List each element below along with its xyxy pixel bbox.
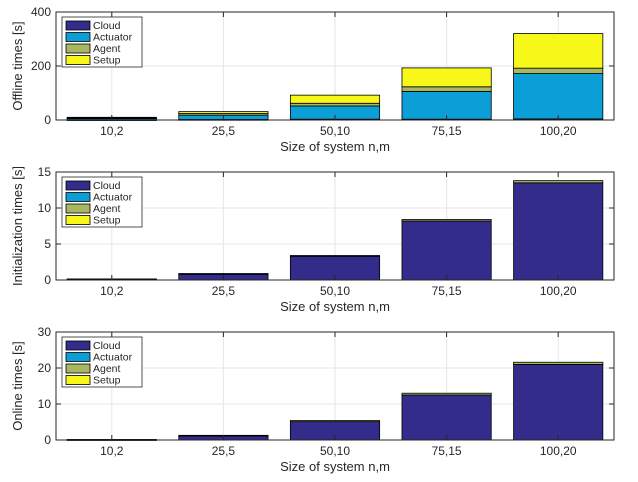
legend-cloud-swatch <box>65 180 91 191</box>
bar-agent <box>289 420 381 423</box>
subplot-initialization: 0 5 10 15 10,2 25,5 50,10 75,15 100,20 Size of sy… <box>10 165 615 314</box>
bar-actuator <box>401 90 492 120</box>
subplot-offline: 0 200 400 10,2 25,5 50,10 75,15 100,20 Size of s… <box>10 5 615 154</box>
subplot-online: 0 10 20 30 10,2 25,5 50,10 75,15 100,20 Size of s… <box>10 325 615 474</box>
legend-cloud-swatch <box>65 340 91 351</box>
legend-actuator-swatch <box>65 352 91 362</box>
x-tick-label: 10,2 <box>100 444 124 458</box>
bar-agent <box>513 67 604 74</box>
legend-cloud-swatch <box>65 20 91 31</box>
legend-agent-swatch <box>65 43 91 54</box>
x-tick-label: 75,15 <box>432 444 462 458</box>
bar-agent <box>401 392 492 396</box>
legend-agent-swatch <box>65 203 91 214</box>
y-tick-label: 15 <box>38 165 52 179</box>
legend-cloud-label: Cloud <box>93 180 121 192</box>
legend-cloud-label: Cloud <box>93 20 121 32</box>
x-tick-label: 100,20 <box>540 284 577 298</box>
bar-agent <box>289 255 381 257</box>
y-tick-label: 30 <box>38 325 52 339</box>
x-tick-label: 50,10 <box>320 444 350 458</box>
bar-agent <box>513 361 604 365</box>
x-tick-label: 75,15 <box>432 284 462 298</box>
x-tick-label: 100,20 <box>540 444 577 458</box>
bar-agent <box>178 273 269 275</box>
legend-actuator-swatch <box>65 192 91 202</box>
legend-actuator-label: Actuator <box>93 32 133 44</box>
legend-setup-swatch <box>65 55 91 65</box>
x-axis-label: Size of system n,m <box>280 139 390 154</box>
legend-agent-label: Agent <box>93 203 121 215</box>
y-tick-label: 10 <box>38 201 52 215</box>
y-axis-label: Offline times [s] <box>10 21 25 110</box>
bar-cloud <box>513 363 604 441</box>
y-axis-label: Initialization times [s] <box>10 166 25 286</box>
y-tick-label: 0 <box>44 433 51 447</box>
x-axis-label: Size of system n,m <box>280 459 390 474</box>
x-tick-label: 50,10 <box>320 284 350 298</box>
bar-setup <box>289 94 381 104</box>
x-axis-label: Size of system n,m <box>280 299 390 314</box>
x-tick-label: 75,15 <box>432 124 462 138</box>
legend-actuator-swatch <box>65 32 91 42</box>
legend-agent-swatch <box>65 363 91 374</box>
legend-actuator-label: Actuator <box>93 352 133 364</box>
x-tick-label: 100,20 <box>540 124 577 138</box>
bar-agent <box>401 86 492 92</box>
bar-cloud <box>513 182 604 281</box>
x-tick-label: 10,2 <box>100 124 124 138</box>
y-tick-label: 400 <box>31 5 51 19</box>
legend-setup-label: Setup <box>93 215 121 227</box>
y-tick-label: 0 <box>44 273 51 287</box>
x-tick-label: 50,10 <box>320 124 350 138</box>
legend-agent-label: Agent <box>93 43 121 55</box>
bar-agent <box>401 219 492 222</box>
bar-setup <box>513 33 604 69</box>
legend-cloud-label: Cloud <box>93 340 121 352</box>
legend-setup-swatch <box>65 215 91 225</box>
bar-agent <box>289 102 381 107</box>
bar-cloud <box>401 220 492 281</box>
x-tick-label: 25,5 <box>212 124 236 138</box>
x-tick-label: 25,5 <box>212 284 236 298</box>
bar-setup <box>178 111 269 114</box>
y-tick-label: 10 <box>38 397 52 411</box>
x-tick-label: 10,2 <box>100 284 124 298</box>
y-tick-label: 5 <box>44 237 51 251</box>
y-tick-label: 20 <box>38 361 52 375</box>
legend-setup-swatch <box>65 375 91 385</box>
y-tick-label: 0 <box>44 113 51 127</box>
bar-setup <box>401 67 492 88</box>
bar-cloud <box>401 394 492 441</box>
legend-agent-label: Agent <box>93 363 121 375</box>
bar-actuator <box>513 73 604 120</box>
legend-actuator-label: Actuator <box>93 192 133 204</box>
x-tick-label: 25,5 <box>212 444 236 458</box>
y-axis-label: Online times [s] <box>10 341 25 431</box>
bar-agent <box>513 180 604 184</box>
legend-setup-label: Setup <box>93 55 121 67</box>
y-tick-label: 200 <box>31 59 51 73</box>
legend-setup-label: Setup <box>93 375 121 387</box>
